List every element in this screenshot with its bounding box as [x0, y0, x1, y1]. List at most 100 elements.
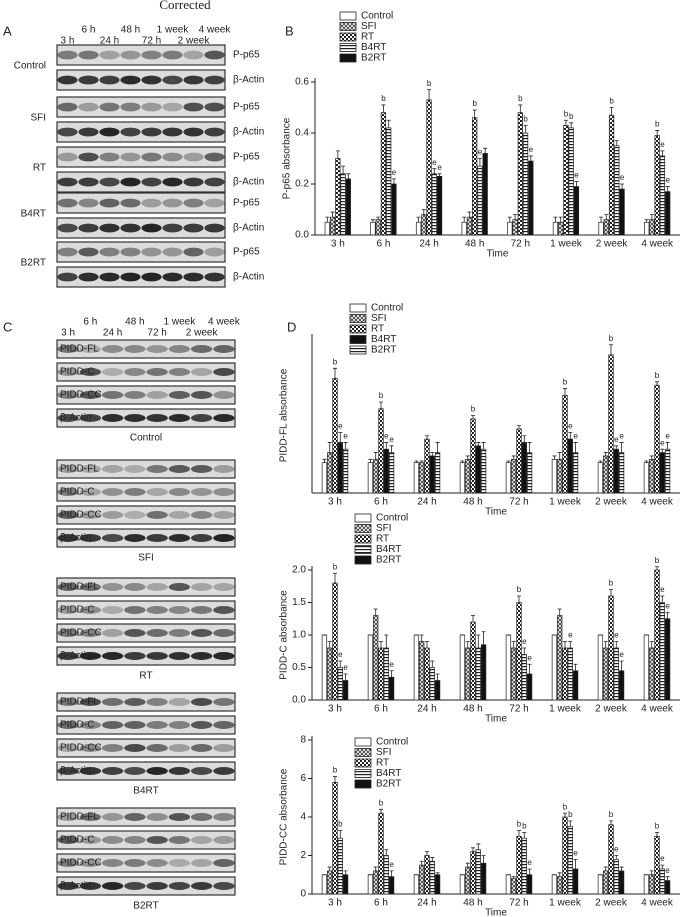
error-bar — [660, 864, 665, 869]
significance-label: b — [379, 391, 384, 400]
bar — [383, 855, 389, 895]
bar — [659, 602, 665, 701]
blot-band — [141, 223, 162, 233]
bar — [424, 647, 430, 701]
legend-swatch — [354, 769, 372, 778]
bar — [526, 452, 533, 494]
bar — [321, 462, 328, 494]
blot-band — [168, 511, 191, 519]
blot-strip — [56, 876, 236, 896]
x-tick-label: 24 h — [417, 704, 436, 715]
bar — [597, 462, 604, 494]
x-tick-label: 1 week — [550, 239, 583, 250]
bar — [480, 448, 487, 494]
legend-swatch — [339, 43, 357, 52]
x-tick-label: 2 week — [595, 898, 628, 909]
blot-band — [146, 652, 168, 660]
bar — [391, 183, 397, 236]
significance-label: e — [620, 173, 625, 182]
blot-band — [57, 652, 79, 660]
y-tick-label: 0.0 — [292, 695, 306, 706]
bar — [370, 221, 376, 236]
legend-swatch — [354, 779, 372, 789]
blot-row-label: β-Actin — [233, 127, 264, 138]
significance-label: b — [609, 97, 614, 106]
error-bar — [476, 843, 481, 850]
bar — [649, 458, 655, 494]
significance-label: b — [427, 79, 432, 88]
bar — [465, 866, 471, 895]
lane-time-label: 3 h — [61, 328, 75, 339]
blot-band — [57, 247, 78, 257]
legend-label: Control — [371, 303, 403, 314]
x-tick-label: 24 h — [417, 497, 436, 508]
significance-label: b — [379, 798, 384, 807]
blot-strip — [56, 192, 226, 214]
blot-band — [190, 414, 213, 422]
error-bar — [370, 219, 375, 223]
bar — [557, 458, 563, 494]
blot-band — [57, 721, 79, 729]
blot-band — [141, 50, 162, 60]
blot-band — [101, 698, 124, 706]
y-axis-label: PIDD-C absorbance — [279, 590, 290, 680]
blot-band — [78, 198, 99, 208]
blot-band — [120, 152, 141, 162]
bar — [419, 641, 425, 701]
legend-label: SFI — [361, 21, 377, 32]
blot-row-label: P-p65 — [233, 50, 260, 61]
bar — [332, 378, 338, 494]
bar — [505, 634, 512, 701]
error-bar — [568, 431, 573, 440]
bar — [603, 455, 609, 494]
significance-label: e — [665, 866, 670, 875]
blot-band — [204, 152, 225, 162]
significance-label: b — [472, 99, 477, 108]
bar — [608, 824, 614, 895]
blot-band — [183, 198, 204, 208]
bar — [562, 816, 568, 895]
error-bar — [476, 634, 481, 648]
bar — [511, 878, 517, 895]
blot-band — [204, 50, 225, 60]
error-bar — [481, 855, 486, 864]
blot-band — [146, 583, 168, 591]
bar — [572, 670, 579, 701]
blot-band — [124, 391, 146, 399]
blot-band — [57, 606, 79, 614]
blot-band — [99, 75, 120, 85]
blot-band — [120, 198, 141, 208]
blot-band — [57, 391, 79, 399]
error-bar — [379, 641, 383, 648]
blot-row-label: β-Actin — [233, 177, 264, 188]
blot-strip — [56, 505, 236, 525]
blot-band — [101, 465, 124, 473]
significance-label: e — [527, 858, 532, 867]
blot-strip — [56, 217, 226, 239]
bar — [424, 438, 430, 494]
blot-band — [57, 629, 79, 637]
bar — [327, 870, 333, 895]
significance-label: b — [517, 585, 522, 594]
error-bar — [430, 857, 435, 862]
legend-swatch — [339, 53, 357, 63]
blot-band — [57, 75, 78, 85]
blot-band — [120, 102, 141, 112]
blot-band — [162, 50, 183, 60]
blot-band — [213, 345, 235, 353]
significance-label: e — [619, 432, 624, 441]
bar — [345, 178, 351, 236]
lane-time-label: 4 week — [208, 317, 241, 328]
x-tick-label: 48 h — [463, 497, 482, 508]
blot-band — [57, 272, 78, 282]
error-bar — [614, 641, 619, 648]
blot-band — [213, 629, 235, 637]
significance-label: b — [655, 822, 660, 831]
blot-band — [190, 859, 213, 867]
bar — [459, 462, 466, 494]
bar — [466, 216, 473, 236]
blot-row-label: β-Actin — [233, 223, 264, 234]
significance-label: b — [522, 822, 527, 831]
significance-label: e — [614, 845, 619, 854]
blot-band — [99, 177, 120, 187]
